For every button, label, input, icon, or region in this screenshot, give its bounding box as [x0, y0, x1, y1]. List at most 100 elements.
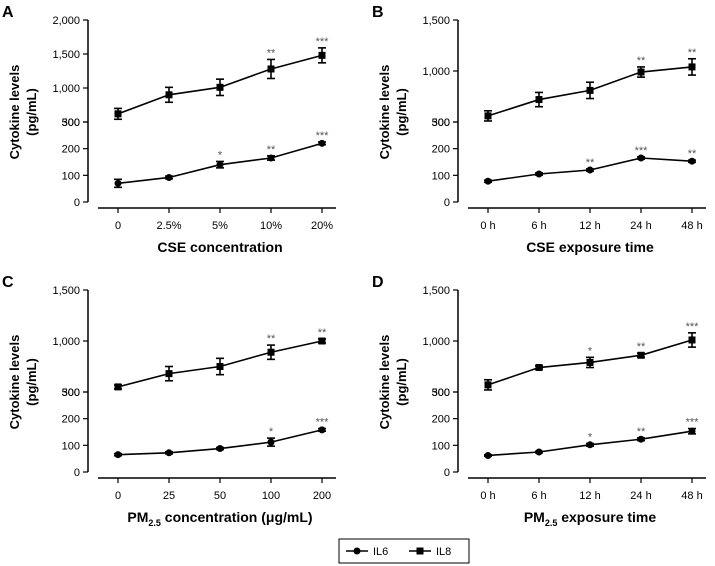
significance-marker: ** [267, 144, 276, 156]
data-point-il6 [586, 166, 594, 174]
data-point-il6 [267, 154, 275, 162]
legend-il6-label: IL6 [373, 546, 388, 558]
panel-letter: D [372, 274, 384, 291]
lower-y-tick-label: 200 [432, 414, 450, 426]
x-axis-title: PM2.5 exposure time [524, 509, 657, 528]
x-axis-title: CSE exposure time [526, 239, 654, 255]
x-tick-label: 0 [115, 490, 121, 502]
significance-marker: * [218, 149, 223, 161]
upper-y-tick-label: 1,000 [422, 336, 450, 348]
lower-y-tick-label: 300 [432, 117, 450, 129]
y-axis-title-units: (pg/mL) [394, 358, 409, 406]
lower-y-tick-label: 100 [432, 440, 450, 452]
significance-marker: ** [688, 148, 697, 160]
data-point-il6 [484, 451, 492, 459]
significance-marker: *** [316, 36, 330, 48]
significance-marker: ** [637, 426, 646, 438]
y-axis-title-units: (pg/mL) [24, 358, 39, 406]
lower-y-tick-label: 100 [62, 170, 80, 182]
data-point-il6 [637, 154, 645, 162]
panel-letter: C [2, 274, 14, 291]
significance-marker: *** [316, 417, 330, 429]
significance-marker: *** [635, 145, 649, 157]
data-point-il8 [586, 86, 594, 94]
x-tick-label: 25 [163, 490, 175, 502]
y-axis-title-units: (pg/mL) [24, 88, 39, 136]
significance-marker: ** [637, 341, 646, 353]
significance-marker: ** [586, 157, 595, 169]
significance-marker: ** [267, 333, 276, 345]
data-point-il8 [165, 91, 173, 99]
data-point-il8 [114, 383, 122, 391]
upper-y-tick-label: 1,500 [422, 15, 450, 27]
x-tick-label: 0 [115, 220, 121, 232]
lower-y-tick-label: 300 [432, 387, 450, 399]
upper-y-tick-label: 1,500 [52, 285, 80, 297]
lower-y-tick-label: 0 [74, 467, 80, 479]
panel-letter: A [2, 4, 14, 21]
data-point-il8 [165, 370, 173, 378]
lower-y-tick-label: 300 [62, 117, 80, 129]
upper-y-tick-label: 1,500 [422, 285, 450, 297]
data-point-il8 [688, 336, 696, 344]
y-axis-title: Cytokine levels [7, 335, 22, 430]
data-point-il8 [267, 65, 275, 73]
data-point-il8 [318, 51, 326, 59]
significance-marker: ** [267, 47, 276, 59]
data-point-il6 [216, 161, 224, 169]
lower-y-tick-label: 200 [62, 144, 80, 156]
significance-marker: *** [686, 321, 700, 333]
data-point-il6 [318, 426, 326, 434]
x-tick-label: 24 h [630, 490, 651, 502]
x-tick-label: 6 h [531, 490, 546, 502]
upper-y-tick-label: 500 [432, 387, 450, 399]
significance-marker: ** [688, 47, 697, 59]
lower-y-tick-label: 200 [432, 144, 450, 156]
data-point-il8 [267, 348, 275, 356]
lower-y-tick-label: 100 [62, 440, 80, 452]
y-axis-title: Cytokine levels [377, 65, 392, 160]
data-point-il6 [688, 157, 696, 165]
panel-letter: B [372, 4, 384, 21]
upper-y-tick-label: 500 [62, 387, 80, 399]
x-tick-label: 100 [262, 490, 280, 502]
upper-y-tick-label: 500 [62, 117, 80, 129]
legend: IL6 IL8 [338, 538, 470, 564]
legend-il6-marker [353, 547, 361, 555]
x-tick-label: 20% [311, 220, 333, 232]
significance-marker: * [588, 431, 593, 443]
data-point-il8 [535, 96, 543, 104]
upper-y-tick-label: 1,000 [422, 66, 450, 78]
lower-y-tick-label: 0 [74, 197, 80, 209]
lower-y-tick-label: 0 [444, 467, 450, 479]
data-point-il6 [216, 445, 224, 453]
x-tick-label: 48 h [681, 220, 702, 232]
data-point-il8 [637, 351, 645, 359]
legend-il8-marker [416, 547, 424, 555]
significance-marker: * [588, 345, 593, 357]
data-point-il8 [484, 381, 492, 389]
significance-marker: ** [318, 327, 327, 339]
x-tick-label: 2.5% [156, 220, 181, 232]
x-tick-label: 10% [260, 220, 282, 232]
x-tick-label: 12 h [579, 490, 600, 502]
lower-y-tick-label: 300 [62, 387, 80, 399]
data-point-il8 [216, 83, 224, 91]
data-point-il6 [586, 441, 594, 449]
x-tick-label: 12 h [579, 220, 600, 232]
data-point-il8 [114, 110, 122, 118]
x-tick-label: 48 h [681, 490, 702, 502]
panel-a: A Cytokine levels (pg/mL) 500 1,000 1,500 2,00… [2, 4, 336, 255]
lower-y-tick-label: 100 [432, 170, 450, 182]
x-tick-label: 5% [212, 220, 228, 232]
data-point-il8 [535, 364, 543, 372]
data-point-il8 [637, 68, 645, 76]
x-tick-label: 0 h [480, 490, 495, 502]
data-point-il6 [165, 173, 173, 181]
lower-y-tick-label: 0 [444, 197, 450, 209]
y-axis-title-units: (pg/mL) [394, 88, 409, 136]
significance-marker: ** [637, 55, 646, 67]
